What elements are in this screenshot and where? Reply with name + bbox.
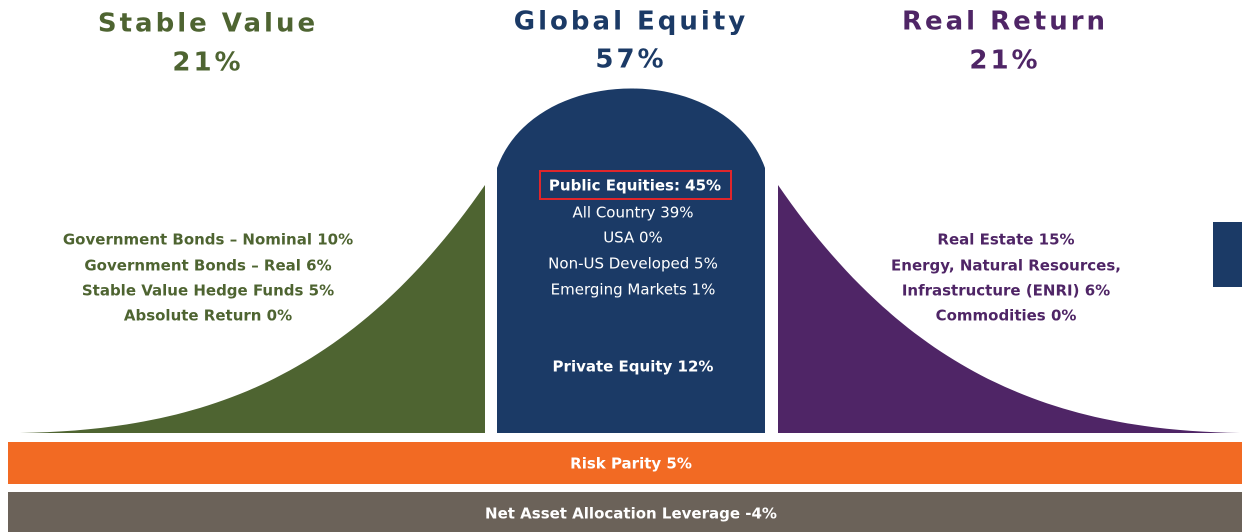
global-equity-shape [497,88,765,433]
risk-parity-bar [8,442,1242,484]
item: USA 0% [603,229,663,247]
item: Stable Value Hedge Funds 5% [82,282,334,300]
section-percent: 21% [969,46,1040,76]
item: Infrastructure (ENRI) 6% [902,282,1110,300]
section-percent: 21% [172,48,243,78]
section-title: Stable Value [98,9,318,39]
section-title: Global Equity [514,7,748,37]
item: Commodities 0% [936,307,1077,325]
item: All Country 39% [572,204,693,222]
stable-value-shape [20,185,485,433]
item: Non-US Developed 5% [548,255,718,273]
real-return-shape [778,185,1240,433]
item: Emerging Markets 1% [551,281,716,299]
side-tab [1213,222,1242,287]
highlight-box [539,170,732,200]
bar-label: Net Asset Allocation Leverage -4% [485,505,777,523]
footer-item: Private Equity 12% [553,358,714,376]
item: Government Bonds – Nominal 10% [63,231,353,249]
highlight-item: Public Equities: 45% [549,177,721,195]
item: Real Estate 15% [937,231,1074,249]
section-title: Real Return [902,7,1108,37]
item: Government Bonds – Real 6% [84,257,331,275]
section-percent: 57% [595,45,666,75]
leverage-bar [8,492,1242,532]
bar-label: Risk Parity 5% [570,455,692,473]
item: Absolute Return 0% [124,307,292,325]
item: Energy, Natural Resources, [891,257,1121,275]
